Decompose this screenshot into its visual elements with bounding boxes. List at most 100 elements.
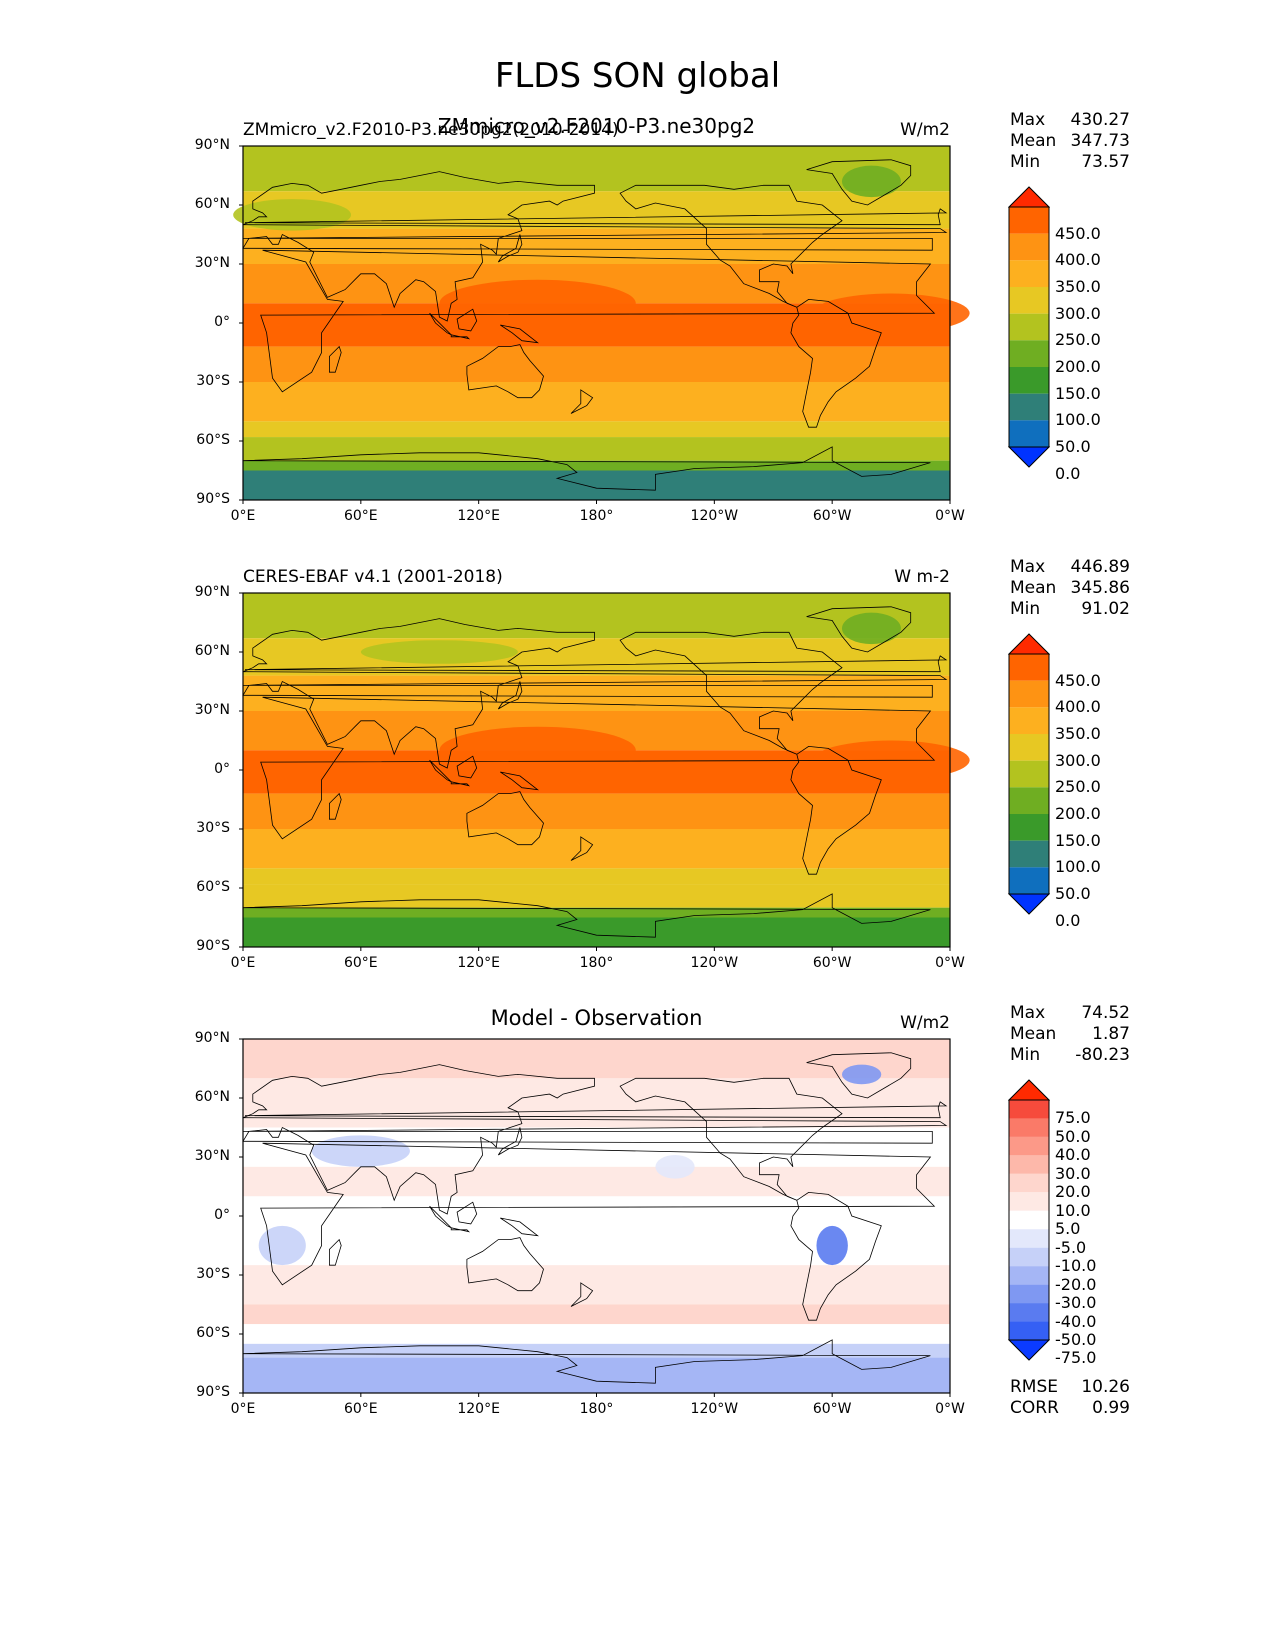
stat-name: RMSE xyxy=(1010,1377,1059,1397)
lon-tick-label: 120°W xyxy=(690,955,739,971)
coastline-madagascar xyxy=(329,1238,342,1266)
stat-name: Max xyxy=(1010,557,1046,577)
colorbar-frame xyxy=(1008,653,1050,895)
field-band xyxy=(243,421,950,438)
units-label: W/m2 xyxy=(900,120,950,140)
lon-tick-label: 0°E xyxy=(230,955,256,971)
stat-row: Min 73.57 xyxy=(1010,152,1130,173)
lat-tick-label: 30°N xyxy=(194,1148,230,1164)
colorbar-level-label: 350.0 xyxy=(1055,277,1101,296)
lon-tick-label: 180° xyxy=(579,508,614,524)
stat-name: Max xyxy=(1010,110,1046,130)
field-band xyxy=(243,346,950,382)
coastline-nz xyxy=(570,389,594,414)
colorbar-level-label: 20.0 xyxy=(1055,1182,1091,1202)
colorbar-level-label: 350.0 xyxy=(1055,724,1101,743)
lat-tick-label: 30°N xyxy=(194,702,230,718)
colorbar-segment xyxy=(1009,760,1049,788)
colorbar-segment xyxy=(1009,1321,1049,1340)
lat-tick-label: 60°N xyxy=(194,196,230,212)
coastline-north_america xyxy=(619,1077,843,1201)
colorbar-extend-max xyxy=(1008,1079,1050,1101)
map-plot xyxy=(239,592,970,951)
colorbar-level-label: -75.0 xyxy=(1055,1348,1097,1368)
stat-value: 73.57 xyxy=(1081,152,1130,172)
coastline-japan xyxy=(497,234,523,263)
field-band xyxy=(243,228,950,264)
lat-tick-label: 0° xyxy=(214,314,230,330)
field-band xyxy=(243,460,950,471)
colorbar-level-label: 10.0 xyxy=(1055,1200,1091,1220)
coastline-africa xyxy=(260,1142,936,1286)
stat-name: Mean xyxy=(1010,578,1057,598)
colorbar-level-label: 300.0 xyxy=(1055,303,1101,323)
colorbar-segment xyxy=(1009,260,1049,287)
field-anomaly xyxy=(439,726,636,774)
field-band xyxy=(243,829,950,869)
colorbar-level-label: -30.0 xyxy=(1055,1293,1097,1313)
colorbar-level-label: -5.0 xyxy=(1055,1237,1087,1257)
lat-tick-label: 30°S xyxy=(196,820,230,836)
coastline-antarctica xyxy=(242,1339,931,1384)
stat-value: 10.26 xyxy=(1081,1377,1130,1397)
colorbar-level-label: 200.0 xyxy=(1055,357,1101,376)
coastline-indonesia2 xyxy=(450,781,471,787)
coastline-indonesia2 xyxy=(450,1227,471,1233)
lat-tick-label: 90°S xyxy=(196,491,230,507)
colorbar-extend-max xyxy=(1008,633,1050,655)
lat-tick-label: 60°N xyxy=(194,1089,230,1105)
colorbar-segment xyxy=(1009,393,1049,421)
stat-value: 0.99 xyxy=(1092,1398,1130,1418)
colorbar xyxy=(1008,633,1050,915)
colorbar-segment xyxy=(1009,1210,1049,1230)
colorbar-extend-max xyxy=(1008,186,1050,208)
coastline-indonesia1 xyxy=(429,312,452,336)
colorbar-level-label: 50.0 xyxy=(1055,884,1091,903)
lat-tick-label: 90°N xyxy=(194,584,230,600)
colorbar-segment xyxy=(1009,1155,1049,1174)
colorbar-segment xyxy=(1009,840,1049,868)
field-band xyxy=(243,593,950,639)
field-band xyxy=(243,146,950,192)
field-band xyxy=(243,638,950,676)
coastline-greenland xyxy=(806,159,912,206)
lon-tick-label: 120°E xyxy=(457,1401,500,1417)
colorbar-level-label: 250.0 xyxy=(1055,777,1101,797)
coastline-newguinea xyxy=(500,1217,539,1237)
figure-title: FLDS SON global xyxy=(494,56,781,96)
colorbar-level-label: 30.0 xyxy=(1055,1163,1091,1183)
colorbar-segment xyxy=(1009,707,1049,734)
field-band xyxy=(243,437,950,461)
stat-row: RMSE 10.26 xyxy=(1010,1377,1130,1398)
colorbar-level-label: 400.0 xyxy=(1055,250,1101,270)
colorbar-segment xyxy=(1009,340,1049,367)
colorbar-extend-min xyxy=(1008,1339,1050,1361)
field-band xyxy=(243,1324,950,1344)
stats-block: Max 430.27 Mean 347.73 Min 73.57 xyxy=(1010,110,1130,173)
lon-tick-label: 60°E xyxy=(343,955,378,971)
field-band xyxy=(243,1039,950,1079)
panel-center-title: Model - Observation xyxy=(490,1006,703,1030)
stat-name: Min xyxy=(1010,152,1041,172)
colorbar-frame xyxy=(1008,206,1050,448)
colorbar-level-label: 50.0 xyxy=(1055,1126,1091,1146)
lat-tick-label: 60°N xyxy=(194,643,230,659)
stats-block: Max 74.52 Mean 1.87 Min -80.23 xyxy=(1010,1003,1130,1066)
colorbar-segment xyxy=(1009,814,1049,841)
coastline-uk xyxy=(244,1101,948,1119)
stat-row: Mean 345.86 xyxy=(1010,578,1130,599)
field-band xyxy=(243,884,950,908)
lat-tick-label: 90°N xyxy=(194,137,230,153)
colorbar-segment xyxy=(1009,787,1049,814)
lat-tick-label: 30°N xyxy=(194,255,230,271)
lon-tick-label: 180° xyxy=(579,955,614,971)
coastline-japan xyxy=(497,1127,523,1156)
lat-tick-label: 30°S xyxy=(196,1266,230,1282)
stat-value: 446.89 xyxy=(1070,557,1130,577)
coastline-uk xyxy=(244,208,948,226)
lat-tick-label: 90°S xyxy=(196,1384,230,1400)
coastline-antarctica xyxy=(242,893,931,938)
colorbar-segment xyxy=(1009,287,1049,314)
field-anomaly xyxy=(841,165,901,198)
stat-name: Min xyxy=(1010,1045,1041,1065)
